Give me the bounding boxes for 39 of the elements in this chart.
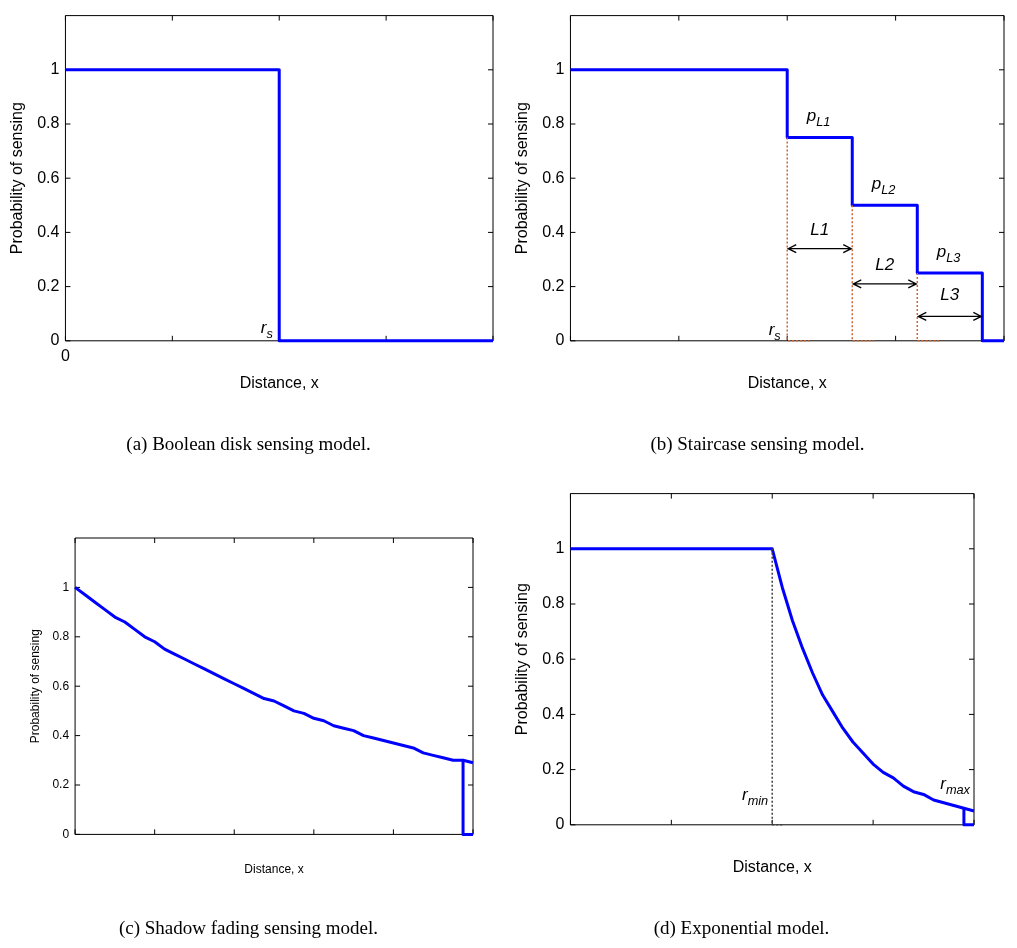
annotation: L2 [875, 255, 895, 275]
y-tick-label: 0.4 [542, 222, 565, 240]
y-tick-label: 1 [555, 60, 565, 78]
y-tick-label: 0.8 [52, 629, 70, 644]
text: (a) Boolean disk sensing model. [126, 432, 371, 455]
x-axis-title: Distance, x [244, 862, 304, 877]
text: (b) Staircase sensing model. [650, 432, 865, 455]
y-tick-label: 0.8 [37, 114, 60, 132]
annotation: L3 [940, 285, 960, 305]
x-axis-title: Distance, x [239, 374, 319, 392]
x-axis-title: Distance, x [732, 858, 812, 876]
y-axis-title: Probability of sensing [8, 102, 26, 255]
y-axis-title: Probability of sensing [513, 102, 531, 255]
y-axis-title: Probability of sensing [513, 583, 531, 736]
y-tick-label: 0.2 [37, 277, 60, 295]
y-tick-label: 0.8 [542, 114, 565, 132]
text: (d) Exponential model. [653, 916, 830, 939]
text: (c) Shadow fading sensing model. [118, 916, 379, 939]
x-axis-title: Distance, x [747, 374, 827, 392]
y-tick-label: 0.4 [52, 727, 70, 742]
y-tick-label: 0 [555, 815, 565, 833]
y-tick-label: 0.6 [37, 168, 60, 186]
y-tick-label: 1 [50, 60, 60, 78]
y-tick-label: 0.6 [52, 678, 70, 693]
y-tick-label: 0.2 [542, 760, 565, 778]
y-tick-label: 0.6 [542, 649, 565, 667]
y-axis-title: Probability of sensing [27, 629, 42, 744]
y-tick-label: 0.4 [37, 222, 60, 240]
y-tick-label: 0.2 [52, 777, 70, 792]
y-tick-label: 0 [555, 331, 565, 349]
y-tick-label: 0.6 [542, 168, 565, 186]
y-tick-label: 0.8 [542, 594, 565, 612]
y-tick-label: 0 [62, 826, 70, 841]
annotation: L1 [810, 220, 830, 240]
y-tick-label: 1 [62, 579, 70, 594]
y-tick-label: 1 [555, 539, 565, 557]
y-tick-label: 0 [50, 331, 60, 349]
y-tick-label: 0.2 [542, 277, 565, 295]
y-tick-label: 0.4 [542, 704, 565, 722]
